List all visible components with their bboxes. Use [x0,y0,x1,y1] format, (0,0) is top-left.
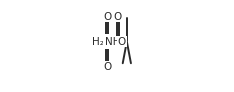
Text: H₂N: H₂N [92,37,112,47]
Text: O: O [118,37,126,47]
Text: O: O [113,12,122,22]
Text: NH: NH [105,37,120,47]
Text: O: O [103,12,111,22]
Text: S: S [103,35,111,48]
Text: O: O [103,62,111,71]
